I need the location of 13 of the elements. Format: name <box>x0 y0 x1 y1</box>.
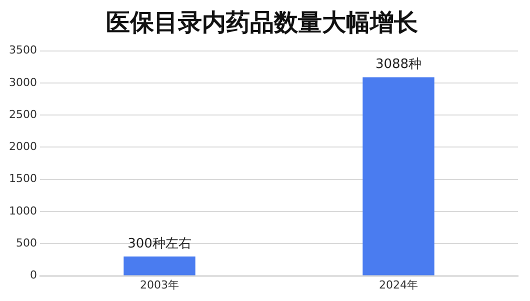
y-tick-label: 1500 <box>8 172 37 186</box>
y-tick-label: 2500 <box>8 108 37 121</box>
x-tick-label: 2003年 <box>140 278 179 292</box>
chart-title: 医保目录内药品数量大幅增长 <box>106 8 418 37</box>
y-tick-label: 1000 <box>8 204 37 218</box>
y-tick-label: 2000 <box>8 140 37 154</box>
x-tick-label: 2024年 <box>379 278 418 292</box>
y-tick-label: 500 <box>16 236 37 250</box>
data-label: 300种左右 <box>128 236 192 252</box>
y-tick-label: 3500 <box>8 44 37 57</box>
data-label: 3088种 <box>375 57 422 72</box>
y-tick-label: 0 <box>30 268 37 282</box>
y-tick-label: 3000 <box>8 76 37 89</box>
